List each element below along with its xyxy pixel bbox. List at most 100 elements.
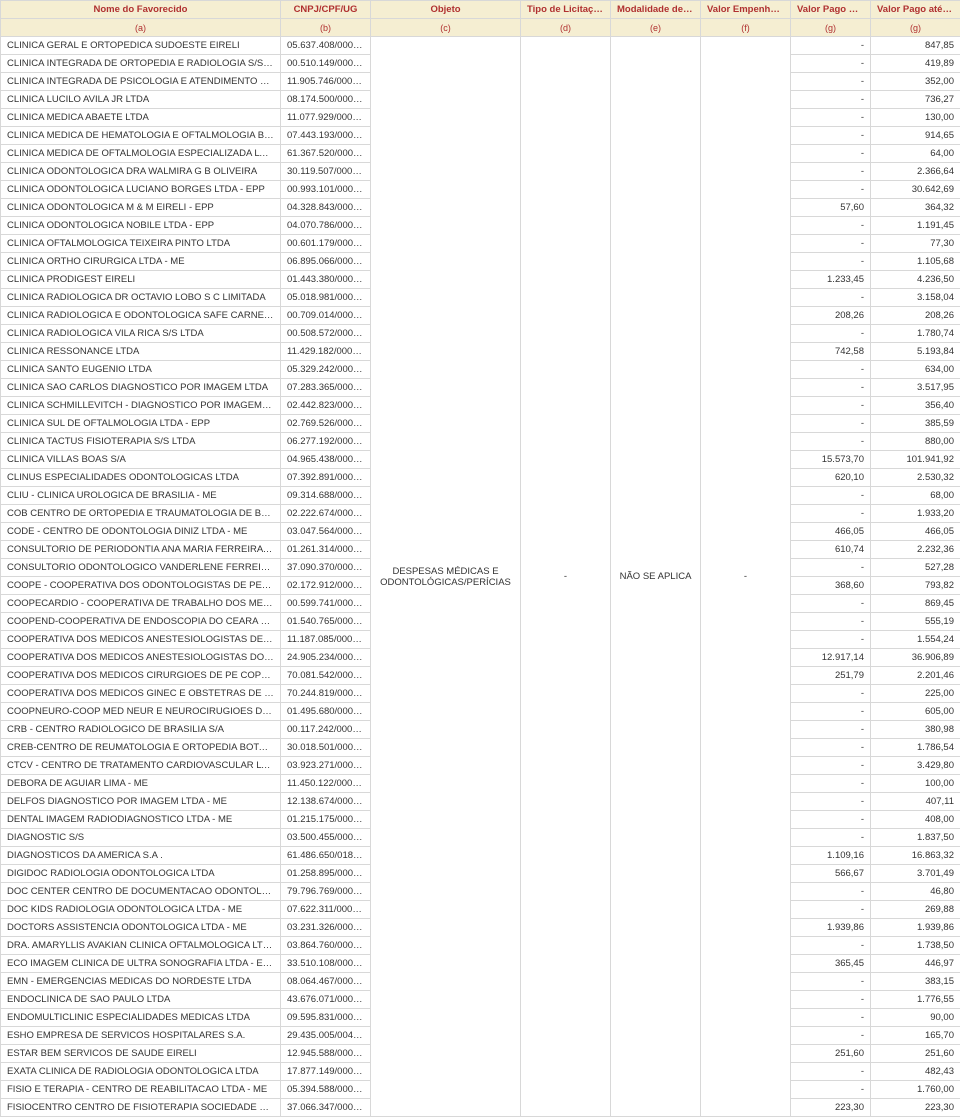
cell-pago-ate: 1.776,55 (871, 991, 960, 1009)
cell-pago-mes: - (791, 181, 871, 199)
cell-cnpj: 02.769.526/0001-66 (281, 415, 371, 433)
hdr-cnpj: CNPJ/CPF/UG (281, 1, 371, 19)
cell-cnpj: 24.905.234/0001-46 (281, 649, 371, 667)
cell-pago-ate: 36.906,89 (871, 649, 960, 667)
hdr-tipo: Tipo de Licitação (521, 1, 611, 19)
cell-pago-mes: 208,26 (791, 307, 871, 325)
cell-cnpj: 00.117.242/0001-60 (281, 721, 371, 739)
cell-nome: CLINUS ESPECIALIDADES ODONTOLOGICAS LTDA (1, 469, 281, 487)
cell-pago-ate: 446,97 (871, 955, 960, 973)
cell-pago-mes: 742,58 (791, 343, 871, 361)
cell-cnpj: 12.945.588/0001-35 (281, 1045, 371, 1063)
cell-cnpj: 00.993.101/0001-00 (281, 181, 371, 199)
cell-pago-ate: 1.554,24 (871, 631, 960, 649)
cell-pago-ate: 77,30 (871, 235, 960, 253)
cell-cnpj: 37.090.370/0001-77 (281, 559, 371, 577)
cell-nome: ENDOMULTICLINIC ESPECIALIDADES MEDICAS L… (1, 1009, 281, 1027)
cell-nome: COB CENTRO DE ORTOPEDIA E TRAUMATOLOGIA … (1, 505, 281, 523)
cell-pago-mes: 223,30 (791, 1099, 871, 1117)
cell-cnpj: 03.500.455/0001-64 (281, 829, 371, 847)
cell-pago-ate: 5.193,84 (871, 343, 960, 361)
cell-pago-mes: - (791, 487, 871, 505)
cell-pago-mes: - (791, 433, 871, 451)
cell-pago-mes: - (791, 595, 871, 613)
cell-cnpj: 11.905.746/0001-60 (281, 73, 371, 91)
cell-nome: COOPEND-COOPERATIVA DE ENDOSCOPIA DO CEA… (1, 613, 281, 631)
cell-nome: CLINICA GERAL E ORTOPEDICA SUDOESTE EIRE… (1, 37, 281, 55)
cell-pago-mes: - (791, 37, 871, 55)
cell-pago-mes: - (791, 73, 871, 91)
hdr2-f: (f) (701, 19, 791, 37)
cell-nome: DIGIDOC RADIOLOGIA ODONTOLOGICA LTDA (1, 865, 281, 883)
hdr-pago-ate: Valor Pago até o Mês (871, 1, 960, 19)
cell-cnpj: 30.119.507/0001-20 (281, 163, 371, 181)
cell-cnpj: 00.709.014/0001-89 (281, 307, 371, 325)
cell-nome: CLINICA ODONTOLOGICA NOBILE LTDA - EPP (1, 217, 281, 235)
cell-cnpj: 08.174.500/0001-51 (281, 91, 371, 109)
cell-modalidade: NÃO SE APLICA (611, 37, 701, 1117)
cell-nome: CLIU - CLINICA UROLOGICA DE BRASILIA - M… (1, 487, 281, 505)
cell-pago-mes: - (791, 901, 871, 919)
cell-pago-mes: 57,60 (791, 199, 871, 217)
cell-pago-ate: 736,27 (871, 91, 960, 109)
cell-cnpj: 05.637.408/0001-92 (281, 37, 371, 55)
cell-nome: FISIO E TERAPIA - CENTRO DE REABILITACAO… (1, 1081, 281, 1099)
cell-pago-ate: 100,00 (871, 775, 960, 793)
cell-nome: CLINICA PRODIGEST EIRELI (1, 271, 281, 289)
cell-cnpj: 04.328.843/0001-72 (281, 199, 371, 217)
hdr2-b: (b) (281, 19, 371, 37)
cell-nome: EMN - EMERGENCIAS MEDICAS DO NORDESTE LT… (1, 973, 281, 991)
header-row-2: (a) (b) (c) (d) (e) (f) (g) (g) (1, 19, 960, 37)
cell-nome: COOPERATIVA DOS MEDICOS GINEC E OBSTETRA… (1, 685, 281, 703)
cell-pago-ate: 634,00 (871, 361, 960, 379)
cell-pago-ate: 793,82 (871, 577, 960, 595)
cell-nome: CLINICA ORTHO CIRURGICA LTDA - ME (1, 253, 281, 271)
cell-pago-ate: 101.941,92 (871, 451, 960, 469)
cell-pago-mes: 1.109,16 (791, 847, 871, 865)
cell-pago-mes: - (791, 811, 871, 829)
cell-cnpj: 01.495.680/0001-24 (281, 703, 371, 721)
cell-pago-ate: 90,00 (871, 1009, 960, 1027)
cell-pago-mes: - (791, 937, 871, 955)
cell-cnpj: 04.070.786/0001-74 (281, 217, 371, 235)
cell-pago-ate: 1.780,74 (871, 325, 960, 343)
cell-nome: DENTAL IMAGEM RADIODIAGNOSTICO LTDA - ME (1, 811, 281, 829)
cell-pago-ate: 1.933,20 (871, 505, 960, 523)
cell-pago-ate: 208,26 (871, 307, 960, 325)
cell-pago-mes: - (791, 127, 871, 145)
cell-nome: COOPERATIVA DOS MEDICOS CIRURGIOES DE PE… (1, 667, 281, 685)
cell-pago-ate: 385,59 (871, 415, 960, 433)
cell-cnpj: 09.595.831/0001-28 (281, 1009, 371, 1027)
cell-pago-mes: - (791, 217, 871, 235)
cell-pago-mes: - (791, 415, 871, 433)
cell-nome: CONSULTORIO ODONTOLOGICO VANDERLENE FERR… (1, 559, 281, 577)
cell-nome: CLINICA VILLAS BOAS S/A (1, 451, 281, 469)
cell-nome: DIAGNOSTIC S/S (1, 829, 281, 847)
cell-nome: CLINICA ODONTOLOGICA DRA WALMIRA G B OLI… (1, 163, 281, 181)
cell-tipo: - (521, 37, 611, 1117)
cell-pago-ate: 869,45 (871, 595, 960, 613)
cell-pago-ate: 64,00 (871, 145, 960, 163)
cell-pago-mes: - (791, 145, 871, 163)
cell-pago-mes: - (791, 91, 871, 109)
cell-nome: FISIOCENTRO CENTRO DE FISIOTERAPIA SOCIE… (1, 1099, 281, 1117)
cell-pago-mes: 1.233,45 (791, 271, 871, 289)
cell-cnpj: 11.077.929/0001-35 (281, 109, 371, 127)
cell-pago-mes: - (791, 631, 871, 649)
cell-pago-ate: 914,65 (871, 127, 960, 145)
cell-cnpj: 03.864.760/0001-35 (281, 937, 371, 955)
cell-pago-mes: 251,60 (791, 1045, 871, 1063)
cell-cnpj: 33.510.108/0001-83 (281, 955, 371, 973)
cell-nome: DOC CENTER CENTRO DE DOCUMENTACAO ODONTO… (1, 883, 281, 901)
cell-cnpj: 43.676.071/0001-11 (281, 991, 371, 1009)
cell-pago-mes: - (791, 883, 871, 901)
cell-pago-mes: 365,45 (791, 955, 871, 973)
cell-pago-mes: - (791, 721, 871, 739)
cell-pago-ate: 380,98 (871, 721, 960, 739)
cell-pago-ate: 2.201,46 (871, 667, 960, 685)
cell-nome: COOPERATIVA DOS MEDICOS ANESTESIOLOGISTA… (1, 649, 281, 667)
hdr2-e: (e) (611, 19, 701, 37)
cell-pago-ate: 407,11 (871, 793, 960, 811)
cell-cnpj: 01.215.175/0001-89 (281, 811, 371, 829)
cell-empenhado: - (701, 37, 791, 1117)
